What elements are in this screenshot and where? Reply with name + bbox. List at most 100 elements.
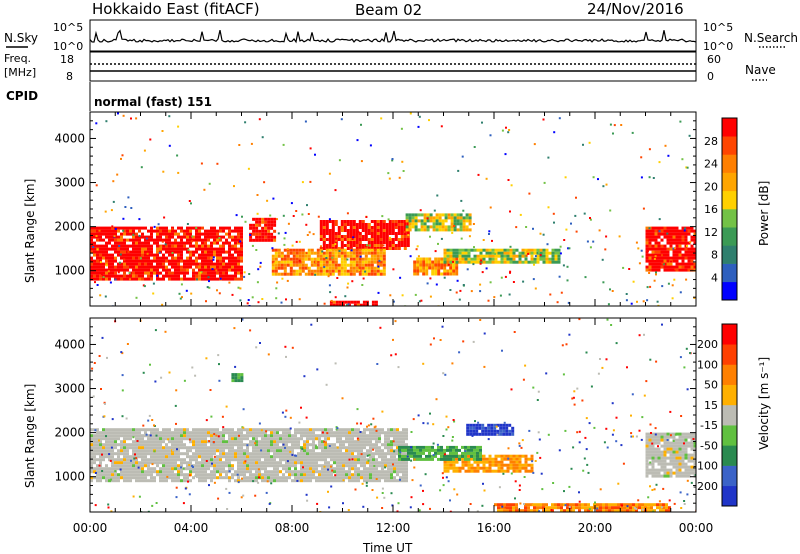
data-cell	[207, 473, 210, 477]
data-cell	[246, 470, 249, 474]
data-cell	[342, 443, 345, 447]
data-cell	[102, 232, 105, 236]
data-cell	[306, 452, 309, 456]
data-cell	[195, 274, 198, 278]
data-cell	[339, 473, 342, 477]
data-cell	[261, 238, 265, 242]
data-cell	[387, 461, 390, 465]
data-cell	[150, 443, 153, 447]
data-cell	[467, 251, 471, 255]
data-cell	[168, 455, 171, 459]
data-cell	[189, 244, 192, 248]
data-cell	[506, 251, 510, 255]
noise-cell	[689, 241, 692, 244]
noise-cell	[338, 250, 341, 252]
data-cell	[342, 464, 345, 468]
data-cell	[291, 440, 294, 444]
data-cell	[645, 453, 649, 457]
data-cell	[366, 440, 369, 444]
data-cell	[282, 467, 285, 471]
data-cell	[364, 229, 368, 232]
data-cell	[249, 467, 252, 471]
data-cell	[261, 461, 264, 465]
data-cell	[180, 259, 183, 263]
data-cell	[539, 503, 542, 507]
data-cell	[681, 462, 685, 466]
data-cell	[162, 452, 165, 456]
data-cell	[105, 476, 108, 480]
data-cell	[183, 479, 186, 483]
data-cell	[494, 503, 497, 507]
data-cell	[276, 476, 279, 480]
data-cell	[376, 251, 380, 255]
data-cell	[294, 437, 297, 441]
data-cell	[331, 251, 335, 255]
data-cell	[123, 241, 126, 245]
data-cell	[168, 232, 171, 236]
data-cell	[340, 238, 344, 241]
data-cell	[327, 452, 330, 456]
data-cell	[198, 449, 201, 453]
data-cell	[228, 449, 231, 453]
data-cell	[660, 232, 664, 236]
data-cell	[354, 470, 357, 474]
data-cell	[129, 467, 132, 471]
data-cell	[373, 254, 377, 258]
noise-cell	[99, 261, 102, 264]
data-cell	[316, 269, 320, 273]
data-cell	[542, 260, 546, 264]
data-cell	[234, 440, 237, 444]
data-cell	[437, 263, 441, 267]
data-cell	[447, 228, 451, 232]
data-cell	[678, 474, 682, 478]
data-cell	[219, 476, 222, 480]
data-cell	[216, 262, 219, 266]
data-cell	[413, 266, 417, 270]
data-cell	[300, 461, 303, 465]
data-cell	[367, 266, 371, 270]
data-cell	[437, 257, 441, 261]
data-cell	[213, 229, 216, 233]
data-cell	[186, 259, 189, 263]
data-cell	[357, 446, 360, 450]
data-cell	[288, 431, 291, 435]
data-cell	[90, 235, 93, 239]
data-cell	[306, 455, 309, 459]
data-cell	[444, 228, 448, 232]
data-cell	[165, 259, 168, 263]
noise-cell	[685, 166, 688, 169]
data-cell	[279, 479, 282, 483]
data-cell	[405, 431, 408, 435]
data-cell	[648, 435, 652, 439]
data-cell	[455, 448, 458, 452]
data-cell	[500, 254, 504, 258]
data-cell	[416, 263, 420, 267]
data-cell	[666, 256, 670, 260]
data-cell	[201, 428, 204, 432]
data-cell	[201, 440, 204, 444]
data-cell	[252, 223, 256, 227]
data-cell	[117, 247, 120, 251]
data-cell	[340, 254, 344, 258]
data-cell	[291, 461, 294, 465]
data-cell	[336, 458, 339, 462]
noise-cell	[429, 235, 431, 238]
data-cell	[357, 467, 360, 471]
data-cell	[210, 437, 213, 441]
data-cell	[111, 265, 114, 269]
data-cell	[192, 428, 195, 432]
data-cell	[500, 463, 504, 467]
noise-cell	[130, 117, 132, 120]
data-cell	[690, 265, 694, 269]
data-cell	[675, 256, 679, 260]
data-cell	[423, 213, 427, 217]
data-cell	[678, 247, 682, 251]
data-cell	[669, 441, 673, 445]
data-cell	[90, 271, 93, 275]
data-cell	[325, 220, 329, 223]
noise-cell	[301, 213, 304, 216]
data-cell	[138, 464, 141, 468]
data-cell	[210, 259, 213, 263]
data-cell	[255, 464, 258, 468]
data-cell	[282, 431, 285, 435]
